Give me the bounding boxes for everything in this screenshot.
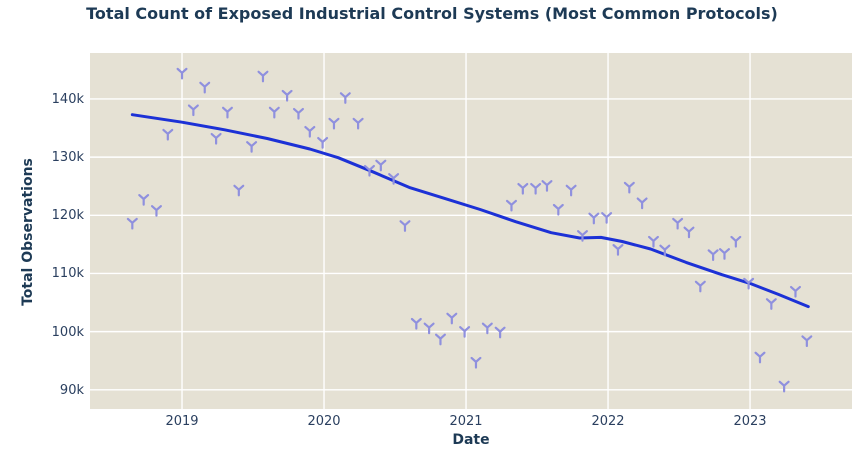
data-point-marker[interactable] <box>694 280 706 293</box>
data-point-marker[interactable] <box>612 244 624 256</box>
data-point-marker[interactable] <box>304 125 316 138</box>
y-tick-label: 130k <box>51 150 84 166</box>
data-point-marker[interactable] <box>730 235 742 248</box>
x-axis-title: Date <box>452 432 490 448</box>
y-axis-title: Total Observations <box>20 158 36 306</box>
x-tick-label: 2021 <box>449 414 483 429</box>
data-point-marker[interactable] <box>268 106 280 119</box>
data-point-marker[interactable] <box>150 205 162 217</box>
data-point-marker[interactable] <box>388 173 400 185</box>
y-tick-label: 100k <box>51 324 84 340</box>
data-point-marker[interactable] <box>778 380 790 393</box>
data-point-marker[interactable] <box>352 117 364 130</box>
data-point-marker[interactable] <box>672 217 684 230</box>
data-point-marker[interactable] <box>801 335 813 348</box>
data-point-marker[interactable] <box>530 182 542 195</box>
y-tick-label: 90k <box>59 382 84 398</box>
trend-line <box>130 113 810 309</box>
data-point-marker[interactable] <box>683 226 695 239</box>
data-point-marker[interactable] <box>789 285 801 298</box>
plot-area[interactable] <box>90 53 852 409</box>
data-point-marker[interactable] <box>199 81 211 94</box>
data-point-marker[interactable] <box>517 182 529 195</box>
data-point-marker[interactable] <box>601 212 613 224</box>
data-point-marker[interactable] <box>281 89 293 102</box>
data-point-marker[interactable] <box>210 132 222 145</box>
data-point-marker[interactable] <box>339 92 351 104</box>
data-point-marker[interactable] <box>707 249 719 261</box>
data-point-marker[interactable] <box>647 235 659 248</box>
data-point-marker[interactable] <box>754 351 766 364</box>
data-point-marker[interactable] <box>505 199 517 212</box>
data-point-marker[interactable] <box>410 317 422 330</box>
y-tick-label: 120k <box>51 208 84 224</box>
data-point-marker[interactable] <box>588 212 600 225</box>
data-point-marker[interactable] <box>126 217 138 230</box>
data-point-marker[interactable] <box>328 117 340 130</box>
data-point-marker[interactable] <box>765 298 777 310</box>
data-point-marker[interactable] <box>292 107 304 120</box>
data-point-marker[interactable] <box>246 141 258 153</box>
y-tick-label: 110k <box>51 266 84 282</box>
data-point-marker[interactable] <box>718 248 730 260</box>
data-point-marker[interactable] <box>494 326 506 339</box>
data-point-marker[interactable] <box>541 180 553 192</box>
data-point-marker[interactable] <box>221 106 233 119</box>
data-point-marker[interactable] <box>470 356 482 369</box>
data-point-marker[interactable] <box>176 67 188 80</box>
data-point-marker[interactable] <box>187 104 199 117</box>
data-point-marker[interactable] <box>399 220 411 232</box>
x-tick-label: 2023 <box>733 414 767 429</box>
data-point-marker[interactable] <box>481 322 493 335</box>
data-point-marker[interactable] <box>162 128 174 141</box>
data-point-marker[interactable] <box>623 181 635 194</box>
data-point-marker[interactable] <box>659 244 671 257</box>
data-point-marker[interactable] <box>636 197 648 210</box>
data-point-marker[interactable] <box>434 333 446 346</box>
data-point-marker[interactable] <box>138 194 150 206</box>
data-point-marker[interactable] <box>446 312 458 325</box>
data-point-marker[interactable] <box>565 184 577 197</box>
data-point-marker[interactable] <box>743 277 755 290</box>
scatter-plot-canvas[interactable] <box>90 53 852 409</box>
data-point-marker[interactable] <box>423 322 435 335</box>
data-point-marker[interactable] <box>375 159 387 172</box>
x-tick-label: 2022 <box>591 414 625 429</box>
y-tick-label: 140k <box>51 91 84 107</box>
data-point-marker[interactable] <box>576 230 588 242</box>
data-point-marker[interactable] <box>552 203 564 216</box>
data-point-marker[interactable] <box>233 184 245 197</box>
x-tick-label: 2020 <box>307 414 341 429</box>
x-tick-label: 2019 <box>165 414 199 429</box>
data-point-marker[interactable] <box>317 137 329 149</box>
data-point-marker[interactable] <box>459 326 471 338</box>
chart-title: Total Count of Exposed Industrial Contro… <box>86 4 778 23</box>
data-point-marker[interactable] <box>257 70 269 83</box>
data-point-marker[interactable] <box>363 164 375 177</box>
